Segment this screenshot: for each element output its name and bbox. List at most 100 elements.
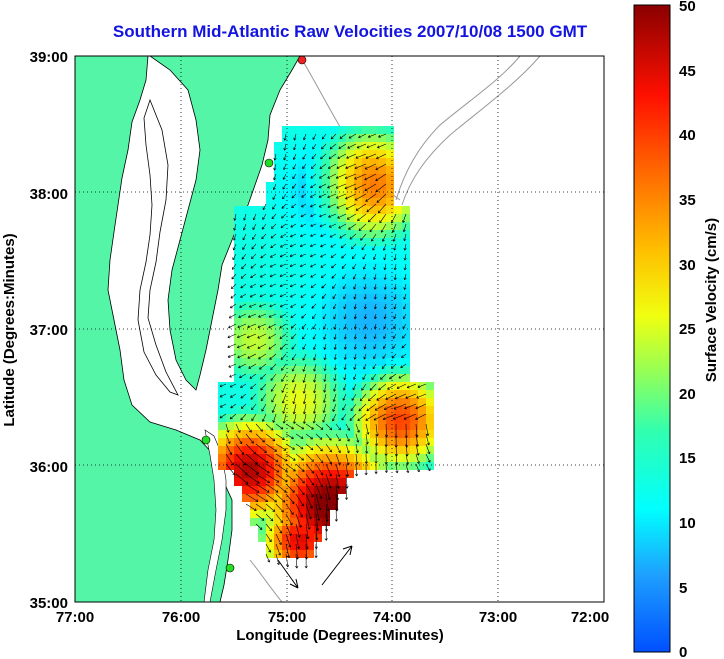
velocity-cell xyxy=(266,438,274,446)
velocity-vector xyxy=(351,243,357,250)
velocity-cell xyxy=(258,334,266,342)
velocity-cell xyxy=(306,294,314,302)
velocity-cell xyxy=(354,334,362,342)
velocity-cell xyxy=(266,294,274,302)
velocity-cell xyxy=(362,246,370,254)
velocity-vector xyxy=(353,303,357,310)
velocity-vector xyxy=(230,293,237,299)
velocity-vector xyxy=(292,413,297,424)
velocity-cell xyxy=(338,206,346,214)
velocity-vector xyxy=(348,223,357,230)
velocity-cell xyxy=(282,198,290,206)
velocity-cell xyxy=(234,446,242,454)
velocity-cell xyxy=(330,462,338,470)
velocity-cell xyxy=(378,294,386,302)
velocity-vector xyxy=(285,513,293,526)
velocity-cell xyxy=(258,438,266,446)
velocity-cell xyxy=(338,454,346,462)
velocity-vector xyxy=(348,133,357,139)
velocity-vector xyxy=(323,353,327,361)
velocity-vector xyxy=(235,443,245,455)
velocity-cell xyxy=(274,542,282,550)
velocity-vector xyxy=(270,363,277,370)
velocity-cell xyxy=(282,382,290,390)
velocity-cell xyxy=(386,326,394,334)
velocity-vector xyxy=(392,333,397,339)
velocity-vector xyxy=(238,363,247,369)
velocity-cell xyxy=(354,262,362,270)
velocity-cell xyxy=(322,302,330,310)
velocity-cell xyxy=(274,406,282,414)
velocity-cell xyxy=(330,430,338,438)
velocity-vector xyxy=(310,183,317,189)
reference-arrow xyxy=(321,545,353,586)
velocity-cell xyxy=(258,358,266,366)
velocity-cell xyxy=(314,294,322,302)
velocity-vector xyxy=(328,213,337,218)
velocity-cell xyxy=(322,422,330,430)
velocity-cell xyxy=(314,326,322,334)
velocity-cell xyxy=(242,438,250,446)
velocity-vector xyxy=(363,353,367,360)
velocity-cell xyxy=(242,238,250,246)
velocity-vector xyxy=(233,223,237,231)
velocity-vector xyxy=(342,283,347,290)
velocity-cell xyxy=(402,254,410,262)
velocity-vector xyxy=(227,333,237,339)
velocity-vector xyxy=(322,393,327,403)
velocity-vector xyxy=(405,393,417,399)
velocity-vector xyxy=(322,303,327,309)
velocity-vector xyxy=(314,543,318,558)
velocity-cell xyxy=(378,350,386,358)
velocity-cell xyxy=(338,334,346,342)
velocity-cell xyxy=(274,294,282,302)
velocity-cell xyxy=(266,358,274,366)
velocity-cell xyxy=(378,150,386,158)
velocity-cell xyxy=(338,182,346,190)
velocity-vector xyxy=(335,443,341,454)
velocity-vector xyxy=(240,273,247,279)
velocity-vector xyxy=(319,173,327,179)
velocity-cell xyxy=(242,462,250,470)
station-marker xyxy=(225,563,235,573)
velocity-cell xyxy=(322,134,330,142)
velocity-cell xyxy=(290,150,298,158)
velocity-cell xyxy=(354,446,362,454)
velocity-vector xyxy=(383,283,387,290)
velocity-cell xyxy=(394,206,402,214)
velocity-vector xyxy=(383,323,387,330)
velocity-vector xyxy=(357,413,367,421)
velocity-vector xyxy=(325,443,332,453)
velocity-cell xyxy=(258,486,266,494)
velocity-cell xyxy=(346,438,354,446)
velocity-vector xyxy=(375,163,387,171)
velocity-cell xyxy=(298,214,306,222)
velocity-cell xyxy=(298,150,306,158)
velocity-cell xyxy=(322,206,330,214)
velocity-cell xyxy=(306,462,314,470)
velocity-cell xyxy=(306,198,314,206)
velocity-cell xyxy=(298,254,306,262)
velocity-vector xyxy=(265,473,280,483)
velocity-vector xyxy=(270,373,277,381)
velocity-cell xyxy=(290,302,298,310)
velocity-cell xyxy=(266,550,274,558)
velocity-cell xyxy=(282,254,290,262)
velocity-cell xyxy=(338,358,346,366)
velocity-cell xyxy=(330,198,338,206)
velocity-vector xyxy=(280,223,287,229)
x-tick-label: 75:00 xyxy=(268,609,306,626)
velocity-vector xyxy=(301,323,307,329)
velocity-cell xyxy=(330,350,338,358)
velocity-cell xyxy=(330,214,338,222)
velocity-vector xyxy=(393,313,397,320)
velocity-vector xyxy=(251,413,257,421)
velocity-cell xyxy=(306,446,314,454)
velocity-cell xyxy=(322,406,330,414)
velocity-vector xyxy=(305,523,310,540)
velocity-cell xyxy=(274,470,282,478)
velocity-vector xyxy=(262,213,267,220)
velocity-vector xyxy=(331,273,337,279)
velocity-vector xyxy=(279,293,287,298)
velocity-vector xyxy=(373,303,377,310)
